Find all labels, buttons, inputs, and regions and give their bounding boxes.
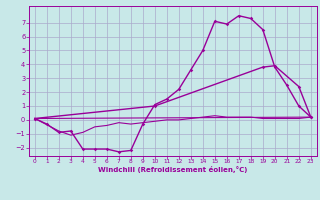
X-axis label: Windchill (Refroidissement éolien,°C): Windchill (Refroidissement éolien,°C)	[98, 166, 247, 173]
